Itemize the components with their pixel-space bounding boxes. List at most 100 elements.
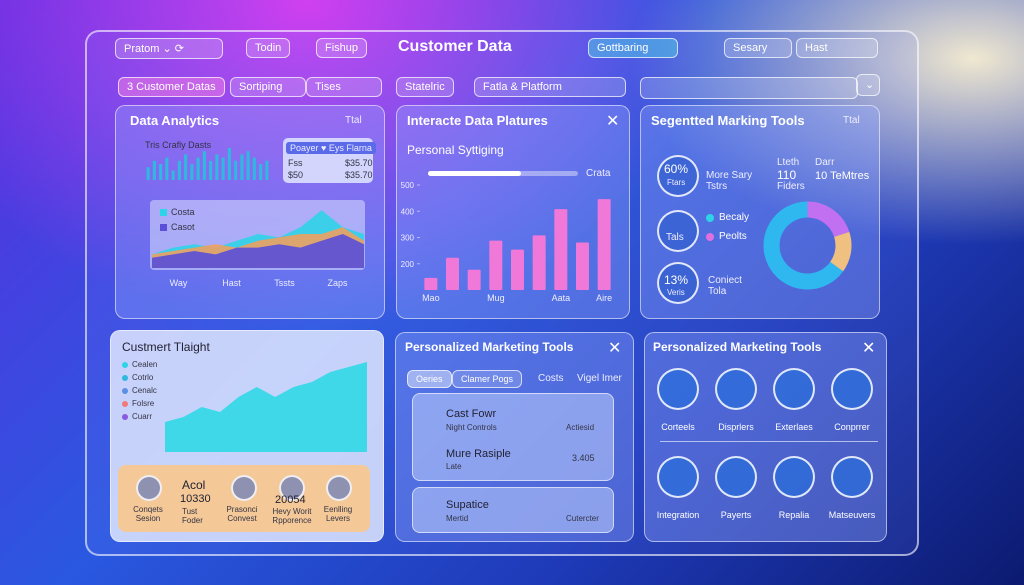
filter[interactable]: Tises [306, 77, 382, 97]
bar [171, 170, 175, 180]
legend-swatch [706, 213, 714, 222]
tab[interactable]: Vigel Imer [577, 373, 622, 384]
filter[interactable]: 3 Customer Datas [118, 77, 225, 97]
bar [184, 154, 188, 180]
tool[interactable]: Corteels [650, 368, 706, 432]
subtitle: Personal Syttiging [407, 143, 504, 157]
tool-icon [715, 456, 757, 498]
item-sub: Late [446, 462, 462, 471]
card-label: Hevy Worit Rpporence [272, 507, 312, 525]
bar [259, 164, 263, 180]
dropdown[interactable]: ⌄ [856, 74, 880, 96]
tool-icon [773, 368, 815, 410]
legend-item: Casot [160, 222, 195, 232]
icon [231, 475, 257, 501]
text: Tals [666, 232, 684, 243]
panel-action[interactable]: Ttal [345, 115, 362, 126]
y-tick-label: 500 [401, 181, 415, 190]
list [412, 487, 614, 533]
card-label: Tust Foder [182, 507, 203, 525]
x-tick-label: Aire [596, 293, 612, 303]
tool[interactable]: Exterlaes [766, 368, 822, 432]
mini-chart [146, 148, 269, 180]
slider[interactable] [428, 171, 578, 176]
bar [489, 240, 503, 290]
legend-cell: $35.70 [345, 158, 373, 168]
donut-segment [829, 231, 852, 272]
bar [446, 257, 459, 290]
close[interactable]: ✕ [606, 113, 620, 130]
tool[interactable]: Matseuvers [824, 456, 880, 520]
stat-label: Veris [667, 288, 685, 297]
area-chart [152, 210, 364, 268]
tool-label: Conprrer [834, 422, 870, 432]
bar [532, 235, 546, 290]
y-tick-label: 300 [401, 234, 415, 243]
bar [234, 160, 238, 180]
x-tick-label: Mug [487, 293, 505, 303]
filter[interactable]: Statelric [396, 77, 454, 97]
search-box[interactable] [640, 77, 858, 99]
legend: Costa Casot [160, 207, 195, 237]
text: More Sary Tstrs [706, 170, 753, 192]
tool-label: Exterlaes [775, 422, 813, 432]
counter-value: 10 TeMtres [815, 170, 870, 182]
bar [265, 160, 269, 180]
tool[interactable]: Payerts [708, 456, 764, 520]
tab[interactable]: Clamer Pogs [452, 370, 523, 388]
icon-grid: Corteels Disprlers Exterlaes Conprrer Integr… [650, 368, 880, 538]
tool[interactable]: Repalia [766, 456, 822, 520]
tab[interactable]: Fishup [316, 38, 368, 58]
tool[interactable]: Disprlers [708, 368, 764, 432]
item-side: Cutercter [566, 514, 599, 523]
filter[interactable]: Sortiping [230, 77, 306, 97]
legend-item: Cealen [122, 360, 157, 369]
item-side: 3.405 [572, 453, 595, 463]
legend-swatch [160, 223, 167, 231]
y-tick-label: 200 [401, 260, 415, 269]
donut-chart [763, 201, 852, 290]
tab[interactable]: Todin [246, 38, 291, 58]
counter-head: Lteth [777, 157, 800, 168]
tool[interactable]: Integration [650, 456, 706, 520]
select[interactable]: Hast [796, 38, 878, 58]
area [165, 362, 367, 452]
close[interactable]: ✕ [608, 340, 622, 357]
bar [221, 157, 225, 180]
legend-item: Peolts [706, 231, 749, 242]
bar [177, 160, 181, 180]
icon-circle [657, 210, 699, 252]
card-label: Eenlling Levers [323, 505, 353, 523]
list [412, 393, 614, 481]
card-value: 20054 [275, 494, 306, 506]
close[interactable]: ✕ [862, 340, 876, 357]
bar [146, 167, 150, 180]
bar [196, 157, 200, 180]
bar [152, 160, 156, 180]
tool-label: Payerts [720, 510, 752, 520]
button[interactable]: Gottbaring [588, 38, 678, 58]
search[interactable]: Sesary [724, 38, 792, 58]
legend: Becaly Peolts [706, 212, 749, 250]
panel-title: Personalized Marketing Tools [405, 340, 574, 354]
card-value: 10330 [180, 493, 211, 505]
legend-label: Casot [171, 222, 195, 232]
bar [467, 269, 481, 290]
y-tick-label: 400 [401, 207, 415, 216]
icon [279, 475, 305, 501]
legend-cell: Fss [288, 158, 303, 168]
panel-title: Data Analytics [130, 113, 220, 128]
legend-label: Cenalc [132, 386, 157, 395]
tool-label: Integration [656, 510, 700, 520]
tab[interactable]: Costs [538, 373, 564, 384]
icon [136, 475, 162, 501]
brand[interactable]: Pratom ⌄ ⟳ [115, 38, 223, 59]
divider [660, 441, 878, 442]
filter[interactable]: Fatla & Platform [474, 77, 626, 97]
bar [252, 157, 256, 180]
item-sub: Mertid [446, 514, 469, 523]
tool[interactable]: Conprrer [824, 368, 880, 432]
tab[interactable]: Oeries [407, 370, 452, 388]
panel-action[interactable]: Ttal [843, 115, 860, 126]
bar-chart: 200 300 400 500 Mao Mug Aata Aire [401, 181, 613, 303]
